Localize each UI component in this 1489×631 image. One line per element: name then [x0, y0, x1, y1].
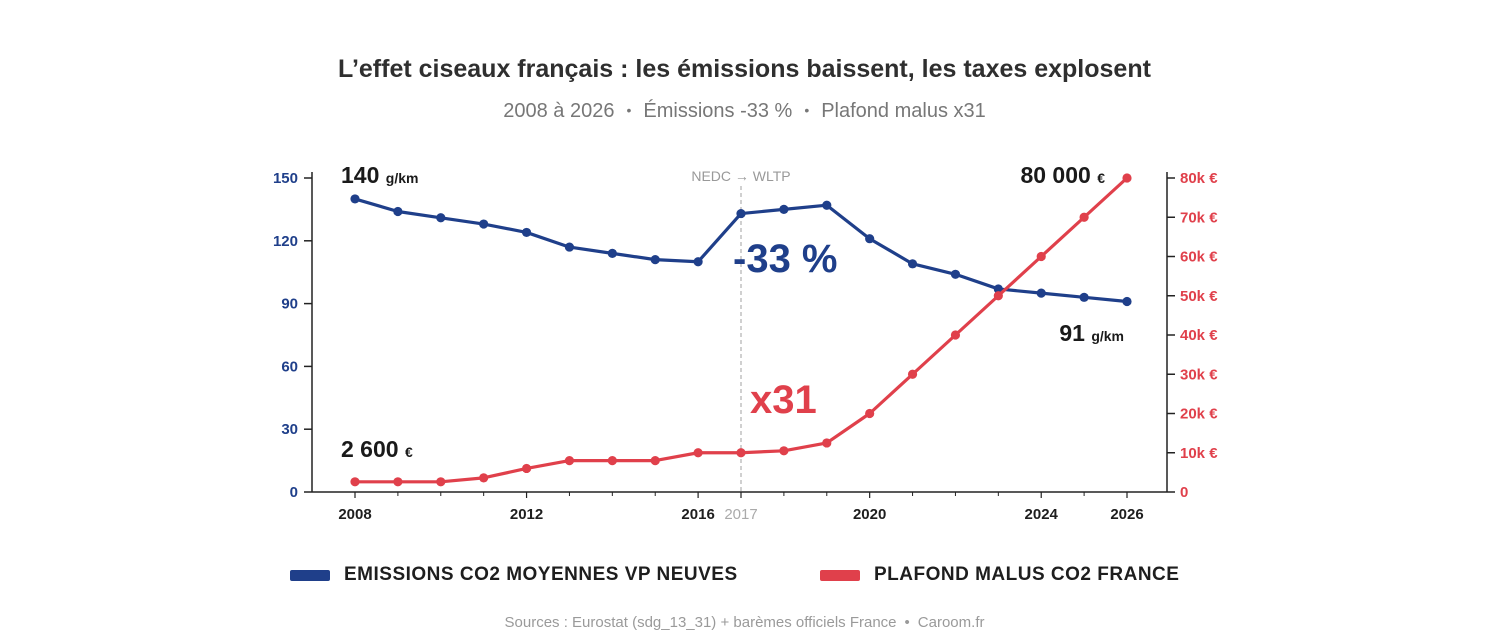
y-right-tick-label: 80k € — [1180, 170, 1218, 187]
malus-point — [1079, 212, 1089, 222]
label-emissions-start-unit: g/km — [386, 170, 419, 186]
malus-point — [350, 477, 360, 487]
footer-sources: Sources : Eurostat (sdg_13_31) + barèmes… — [0, 614, 1489, 631]
y-left-tick-label: 0 — [290, 484, 298, 501]
malus-point — [822, 438, 832, 448]
emissions-point — [779, 204, 789, 214]
x-tick-label: 2017 — [724, 506, 757, 523]
y-right-tick-label: 70k € — [1180, 209, 1218, 226]
subtitle-period: 2008 à 2026 — [503, 100, 615, 122]
legend-swatch-malus — [820, 569, 860, 581]
y-right-tick-label: 50k € — [1180, 288, 1218, 305]
x-tick-label: 2016 — [681, 506, 714, 523]
y-left-tick-label: 90 — [281, 296, 298, 313]
x-tick-label: 2024 — [1025, 506, 1059, 523]
y-left-tick-label: 150 — [273, 170, 298, 187]
emissions-point — [607, 248, 617, 258]
y-right-tick-label: 40k € — [1180, 327, 1218, 344]
malus-point — [1122, 173, 1132, 183]
emissions-point — [950, 269, 961, 279]
legend: EMISSIONS CO2 MOYENNES VP NEUVES PLAFOND… — [0, 564, 1489, 588]
subtitle-emissions: Émissions -33 % — [643, 100, 793, 122]
legend-label-emissions: EMISSIONS CO2 MOYENNES VP NEUVES — [344, 564, 738, 585]
x-tick-label: 2008 — [338, 506, 371, 523]
chart-annotations: NEDC → WLTP — [691, 168, 791, 492]
emissions-point — [436, 213, 446, 223]
legend-swatch-emissions — [290, 569, 330, 581]
subtitle-separator: • — [804, 102, 810, 118]
label-emissions-end: 91 g/km — [1059, 320, 1124, 346]
malus-point — [865, 408, 875, 419]
emissions-point — [393, 206, 403, 217]
label-malus-start: 2 600 € — [341, 436, 413, 462]
label-emissions-end-value: 91 — [1059, 320, 1091, 346]
footer-site: Caroom.fr — [917, 614, 985, 631]
y-right-tick-label: 60k € — [1180, 249, 1218, 266]
label-emissions-start-value: 140 — [341, 162, 386, 188]
malus-point — [564, 456, 575, 466]
emissions-point — [993, 284, 1003, 294]
label-malus-start-value: 2 600 — [341, 436, 405, 462]
emissions-point — [350, 194, 360, 204]
chart-title: L’effet ciseaux français : les émissions… — [338, 55, 1151, 83]
chart-series — [350, 173, 1132, 487]
emissions-point — [865, 234, 875, 244]
malus-point — [607, 456, 617, 466]
malus-point — [479, 473, 489, 483]
subtitle-separator: • — [626, 102, 632, 118]
footer-separator: • — [904, 614, 910, 631]
y-right-tick-label: 30k € — [1180, 366, 1218, 383]
label-malus-start-unit: € — [405, 444, 413, 460]
legend-label-malus: PLAFOND MALUS CO2 FRANCE — [874, 564, 1180, 585]
emissions-point — [564, 242, 575, 252]
malus-change-label: x31 — [750, 378, 817, 422]
y-right-tick-label: 0 — [1180, 484, 1188, 501]
emissions-point — [693, 257, 703, 267]
malus-point — [393, 477, 403, 487]
wltp-divider-label: NEDC → WLTP — [691, 168, 790, 184]
y-right-tick-label: 20k € — [1180, 406, 1218, 423]
malus-point — [736, 448, 746, 458]
x-tick-label: 2012 — [510, 506, 543, 523]
emissions-point — [479, 219, 489, 229]
label-malus-end: 80 000 € — [1020, 162, 1105, 188]
subtitle-malus: Plafond malus x31 — [821, 100, 986, 122]
malus-point — [693, 448, 703, 458]
legend-item-emissions: EMISSIONS CO2 MOYENNES VP NEUVES — [290, 564, 738, 586]
emissions-point — [736, 208, 746, 219]
malus-point — [907, 369, 918, 379]
label-emissions-end-unit: g/km — [1091, 328, 1124, 344]
x-tick-label: 2026 — [1110, 506, 1143, 523]
label-emissions-start: 140 g/km — [341, 162, 418, 188]
y-right-tick-label: 10k € — [1180, 445, 1218, 462]
emissions-point — [521, 227, 532, 238]
malus-point — [650, 456, 660, 466]
footer-source: Sources : Eurostat (sdg_13_31) + barèmes… — [504, 614, 897, 631]
malus-point — [779, 446, 789, 456]
emissions-change-label: -33 % — [733, 237, 838, 281]
emissions-point — [907, 259, 918, 269]
malus-point — [436, 477, 446, 487]
chart-subtitle: 2008 à 2026 • Émissions -33 % • Plafond malu… — [0, 100, 1489, 123]
chart: 0 30 60 90 120 150 0 10k € 20k € 30k € 40k € 50k € 6… — [273, 162, 1218, 523]
emissions-point — [1079, 292, 1089, 302]
y-left-tick-label: 60 — [281, 358, 298, 375]
emissions-point — [650, 255, 660, 265]
label-malus-end-value: 80 000 — [1020, 162, 1097, 188]
emissions-point — [822, 200, 832, 210]
chart-axes: 0 30 60 90 120 150 0 10k € 20k € 30k € 40k € 50k € 6… — [273, 170, 1218, 523]
malus-point — [993, 291, 1003, 301]
label-malus-end-unit: € — [1097, 170, 1105, 186]
y-left-tick-label: 120 — [273, 233, 298, 250]
malus-point — [521, 463, 532, 474]
x-tick-label: 2020 — [853, 506, 886, 523]
legend-item-malus: PLAFOND MALUS CO2 FRANCE — [820, 564, 1179, 586]
emissions-point — [1036, 288, 1046, 298]
malus-point — [950, 330, 961, 340]
malus-point — [1036, 251, 1046, 262]
y-left-tick-label: 30 — [281, 421, 298, 438]
emissions-point — [1122, 296, 1132, 307]
